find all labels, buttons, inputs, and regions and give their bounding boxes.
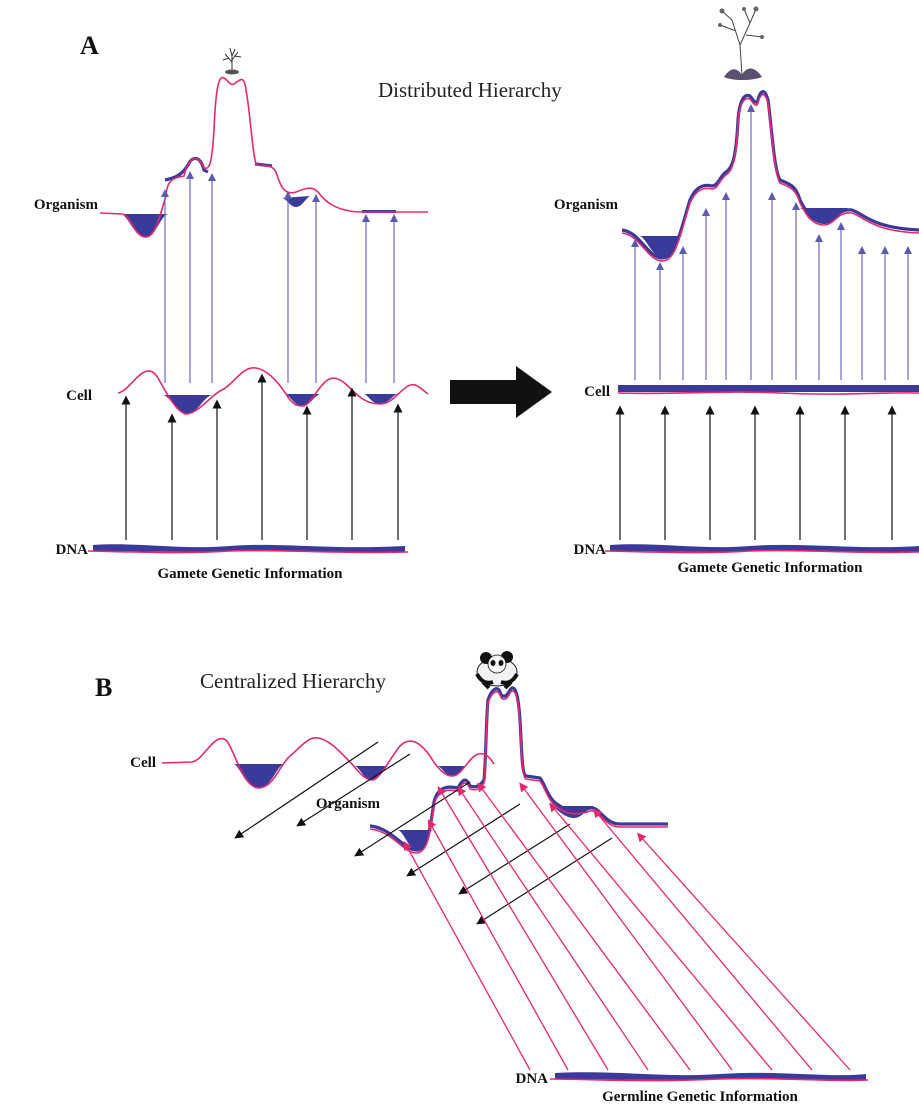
caption-b: Germline Genetic Information — [602, 1089, 798, 1105]
organism-landscape-right — [621, 90, 919, 262]
dna-label-b: DNA — [516, 1071, 549, 1087]
organism-landscape-b — [369, 686, 668, 854]
flowering-plant-icon — [718, 6, 764, 80]
cell-landscape-line — [161, 737, 495, 789]
dna-to-organism-arrows — [403, 782, 851, 1071]
cell-label-left: Cell — [66, 388, 92, 404]
organism-label-b: Organism — [316, 796, 381, 812]
downward-arrow — [296, 753, 411, 827]
upward-arrow — [549, 802, 773, 1071]
upward-arrow — [593, 808, 813, 1071]
panel-letter-b: B — [95, 673, 112, 702]
dna-band-left — [87, 544, 409, 554]
dna-label-right: DNA — [574, 542, 607, 558]
dna-to-cell-arrows-right — [615, 405, 897, 540]
plant-sprout-icon — [222, 47, 242, 75]
organism-landscape-pink-line — [369, 690, 668, 854]
dna-label-left: DNA — [56, 542, 89, 558]
cell-landscape-b — [161, 737, 495, 789]
organism-well — [398, 830, 432, 850]
downward-arrow — [458, 823, 571, 895]
organism-well — [640, 236, 682, 258]
panel-b: B Centralized Hierarchy — [95, 651, 869, 1105]
organism-landscape-line — [621, 90, 919, 260]
upward-arrow — [477, 782, 691, 1071]
cell-landscape-line — [117, 367, 429, 415]
organism-label-left: Organism — [34, 197, 99, 213]
panel-a-right: Organism Cell DNA Gamete Genetic Informa… — [554, 6, 919, 576]
caption-right: Gamete Genetic Information — [678, 560, 864, 576]
panel-b-title: Centralized Hierarchy — [200, 669, 386, 693]
cell-label-right: Cell — [584, 384, 610, 400]
cell-well — [285, 394, 320, 406]
cell-well — [364, 394, 397, 404]
organism-landscape-pink-line — [621, 93, 919, 262]
organism-well — [120, 214, 168, 238]
dna-band-b — [549, 1072, 869, 1082]
organism-well — [800, 208, 848, 224]
organism-landscape-line — [369, 686, 668, 852]
cell-well — [163, 395, 212, 414]
panel-letter-a: A — [80, 31, 99, 60]
cell-well — [234, 764, 284, 788]
panda-icon — [475, 651, 519, 690]
upward-arrow — [519, 782, 733, 1071]
organism-well — [282, 196, 310, 207]
upward-arrow — [457, 786, 649, 1071]
panel-a-title: Distributed Hierarchy — [378, 78, 562, 102]
upward-arrow — [636, 832, 851, 1071]
big-right-arrow-icon — [450, 366, 552, 418]
upward-arrow — [403, 841, 531, 1071]
cell-well — [438, 766, 466, 776]
cell-to-organism-arrows-left — [161, 171, 398, 383]
cell-to-organism-arrows-right — [631, 104, 912, 380]
cell-well — [355, 766, 388, 780]
dna-to-cell-arrows-left — [121, 373, 403, 540]
panel-a: A Distributed Hierarchy — [34, 31, 562, 582]
caption-left: Gamete Genetic Information — [158, 566, 344, 582]
cell-label-b: Cell — [130, 755, 156, 771]
upward-arrow — [427, 819, 569, 1071]
downward-arrow — [354, 781, 471, 857]
upward-arrow — [437, 786, 609, 1071]
downward-arrow — [234, 741, 379, 839]
organism-label-right: Organism — [554, 197, 619, 213]
cell-band-right — [617, 385, 919, 395]
dna-band-right — [604, 544, 919, 554]
cell-landscape-left — [117, 367, 429, 415]
